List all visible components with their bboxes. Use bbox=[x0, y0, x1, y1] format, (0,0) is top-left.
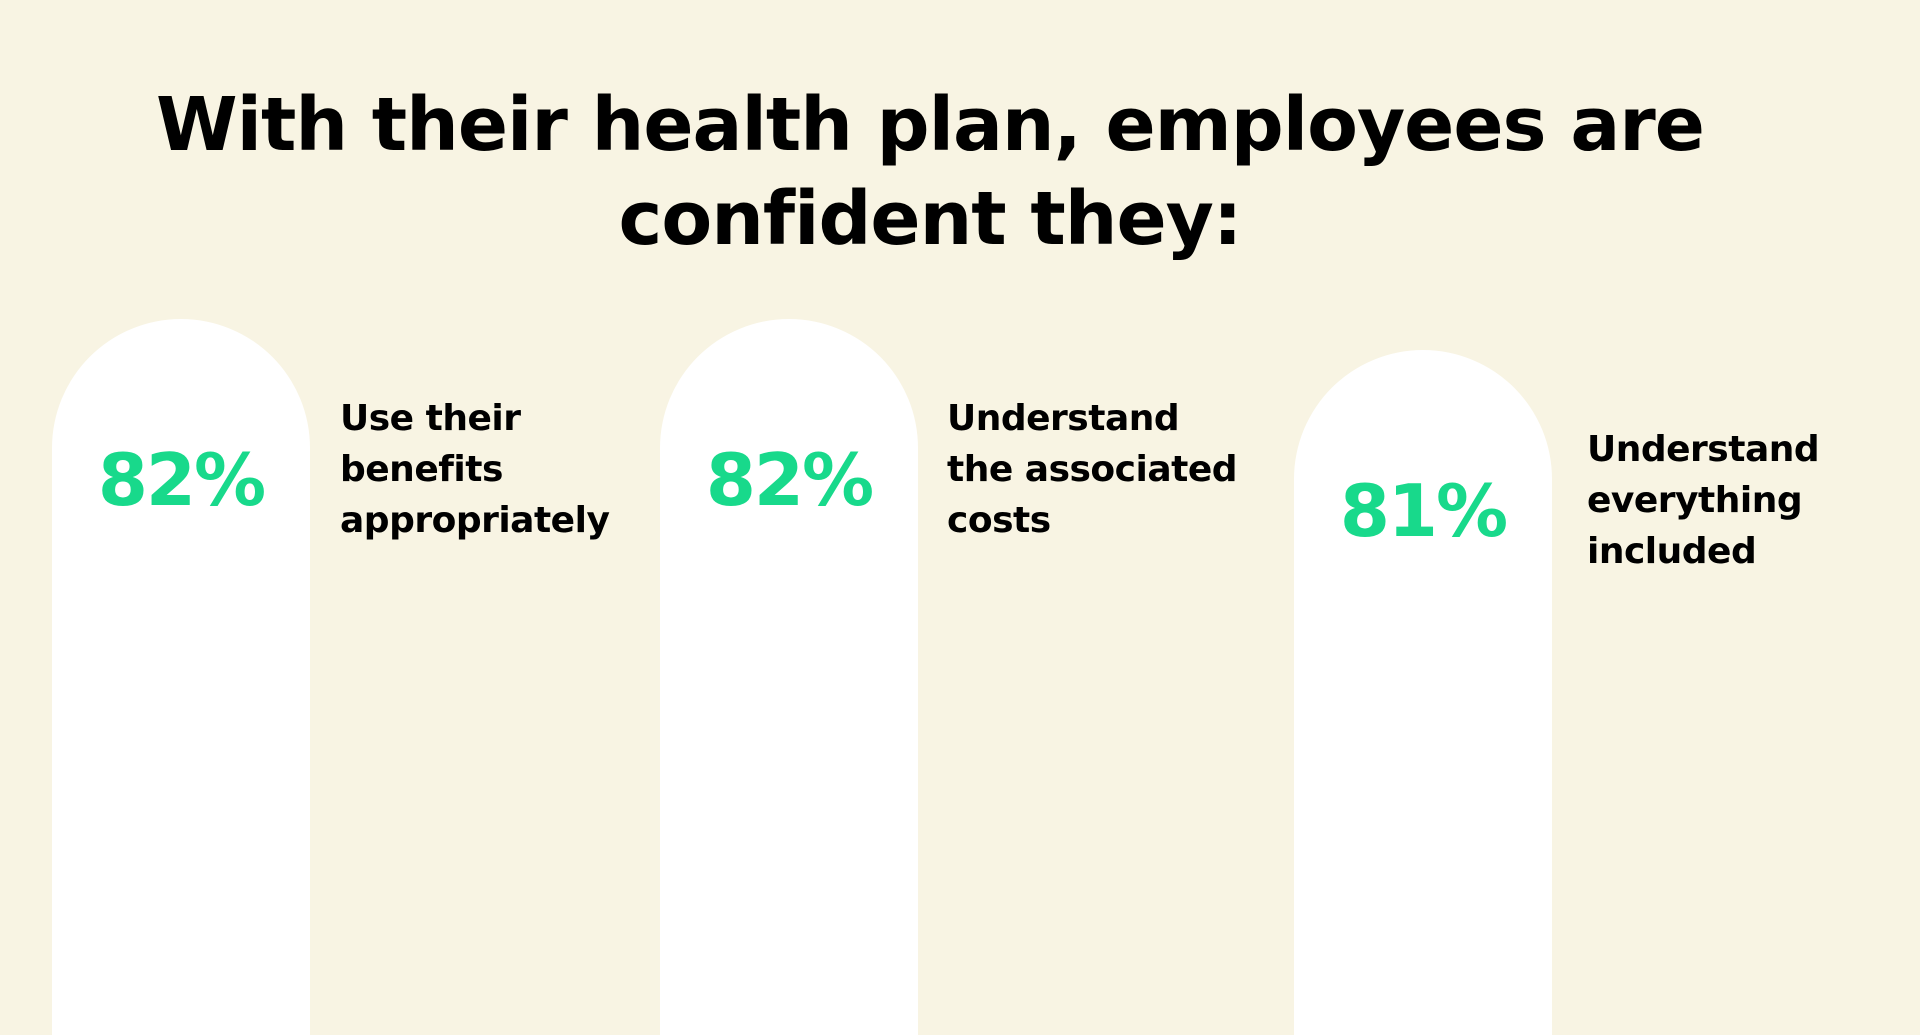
chart-title-line-2: confident they: bbox=[618, 176, 1243, 262]
stat-pill-3: 81% bbox=[1294, 350, 1552, 1035]
stat-description-1: Use their benefits appropriately bbox=[340, 393, 610, 546]
stat-description-2-line-3: costs bbox=[947, 500, 1051, 541]
stat-description-1-line-1: Use their bbox=[340, 398, 521, 439]
stat-pill-1: 82% bbox=[52, 319, 310, 1035]
stat-description-1-line-3: appropriately bbox=[340, 500, 610, 541]
stat-value-1: 82% bbox=[97, 438, 266, 522]
stat-description-3-line-3: included bbox=[1587, 531, 1757, 572]
chart-title-line-1: With their health plan, employees are bbox=[155, 82, 1705, 168]
stat-pill-2: 82% bbox=[660, 319, 918, 1035]
stat-description-2-line-1: Understand bbox=[947, 398, 1180, 439]
stat-description-3-line-1: Understand bbox=[1587, 429, 1820, 470]
stat-description-1-line-2: benefits bbox=[340, 449, 503, 490]
chart-title: With their health plan, employees are co… bbox=[0, 78, 1860, 266]
stat-description-2: Understand the associated costs bbox=[947, 393, 1238, 546]
stat-description-2-line-2: the associated bbox=[947, 449, 1238, 490]
stat-value-2: 82% bbox=[705, 438, 874, 522]
stat-description-3: Understand everything included bbox=[1587, 424, 1820, 577]
stat-description-3-line-2: everything bbox=[1587, 480, 1803, 521]
stat-value-3: 81% bbox=[1339, 469, 1508, 553]
